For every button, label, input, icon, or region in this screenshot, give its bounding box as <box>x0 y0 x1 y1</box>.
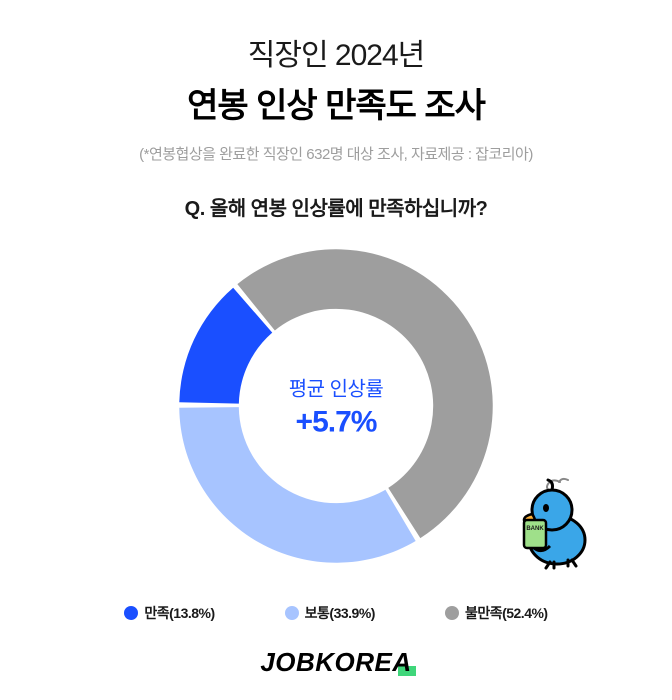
center-value: +5.7% <box>289 406 384 440</box>
title-line-2: 연봉 인상 만족도 조사 <box>187 78 485 127</box>
legend-item: 만족(13.8%) <box>124 603 214 623</box>
center-label: 평균 인상률 <box>289 373 384 402</box>
legend-dot-icon <box>124 606 138 620</box>
donut-center: 평균 인상률 +5.7% <box>289 373 384 440</box>
survey-question: Q. 올해 연봉 인상률에 만족하십니까? <box>185 192 488 221</box>
title-line-1: 직장인 2024년 <box>248 30 424 74</box>
legend-item: 보통(33.9%) <box>285 603 375 623</box>
mascot-icon: BANK <box>502 470 602 570</box>
donut-chart: 평균 인상률 +5.7% <box>171 241 501 571</box>
infographic-container: 직장인 2024년 연봉 인상 만족도 조사 (*연봉협상을 완료한 직장인 6… <box>0 0 672 700</box>
legend-label: 만족(13.8%) <box>144 603 214 623</box>
legend-label: 보통(33.9%) <box>305 603 375 623</box>
legend-label: 불만족(52.4%) <box>465 603 548 623</box>
legend-dot-icon <box>445 606 459 620</box>
legend-item: 불만족(52.4%) <box>445 603 548 623</box>
svg-text:BANK: BANK <box>526 526 544 532</box>
brand-logo: JOBKOREA <box>260 647 411 678</box>
legend: 만족(13.8%) 보통(33.9%) 불만족(52.4%) <box>124 603 547 623</box>
legend-dot-icon <box>285 606 299 620</box>
subtitle: (*연봉협상을 완료한 직장인 632명 대상 조사, 자료제공 : 잡코리아) <box>139 143 533 164</box>
